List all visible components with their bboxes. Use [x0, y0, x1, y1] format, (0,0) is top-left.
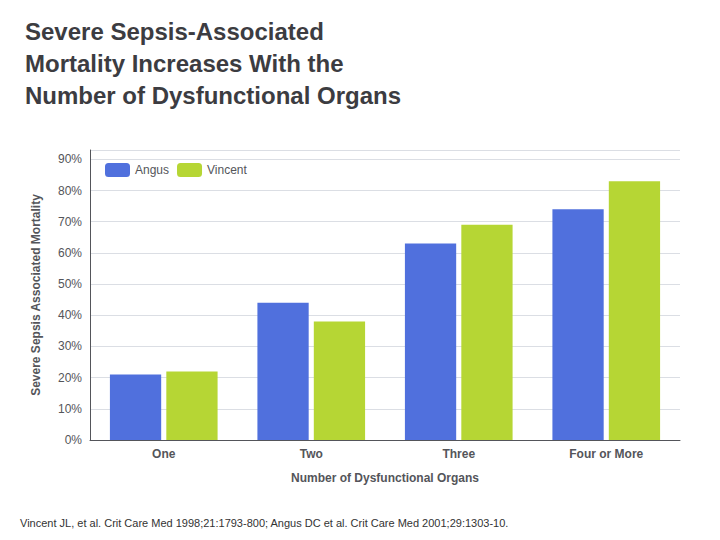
- svg-text:Mortality Increases With the: Mortality Increases With the: [25, 50, 344, 77]
- svg-text:Vincent JL, et al. Crit Care M: Vincent JL, et al. Crit Care Med 1998;21…: [20, 517, 508, 529]
- svg-text:Severe Sepsis-Associated: Severe Sepsis-Associated: [25, 18, 324, 45]
- svg-text:Four or More: Four or More: [569, 447, 643, 461]
- svg-text:80%: 80%: [58, 184, 82, 198]
- svg-text:One: One: [152, 447, 176, 461]
- svg-text:10%: 10%: [58, 402, 82, 416]
- svg-text:30%: 30%: [58, 339, 82, 353]
- svg-text:Three: Three: [442, 447, 475, 461]
- svg-text:60%: 60%: [58, 246, 82, 260]
- svg-text:Severe Sepsis Associated Morta: Severe Sepsis Associated Mortality: [29, 194, 43, 396]
- svg-text:0%: 0%: [65, 433, 83, 447]
- svg-text:Vincent: Vincent: [207, 163, 247, 177]
- svg-text:Number of Dysfunctional Organs: Number of Dysfunctional Organs: [25, 82, 401, 109]
- svg-text:20%: 20%: [58, 371, 82, 385]
- svg-text:50%: 50%: [58, 277, 82, 291]
- svg-text:Number of Dysfunctional Organs: Number of Dysfunctional Organs: [291, 471, 479, 485]
- svg-text:40%: 40%: [58, 308, 82, 322]
- svg-text:70%: 70%: [58, 215, 82, 229]
- svg-text:Angus: Angus: [135, 163, 169, 177]
- svg-text:Two: Two: [300, 447, 323, 461]
- svg-text:90%: 90%: [58, 152, 82, 166]
